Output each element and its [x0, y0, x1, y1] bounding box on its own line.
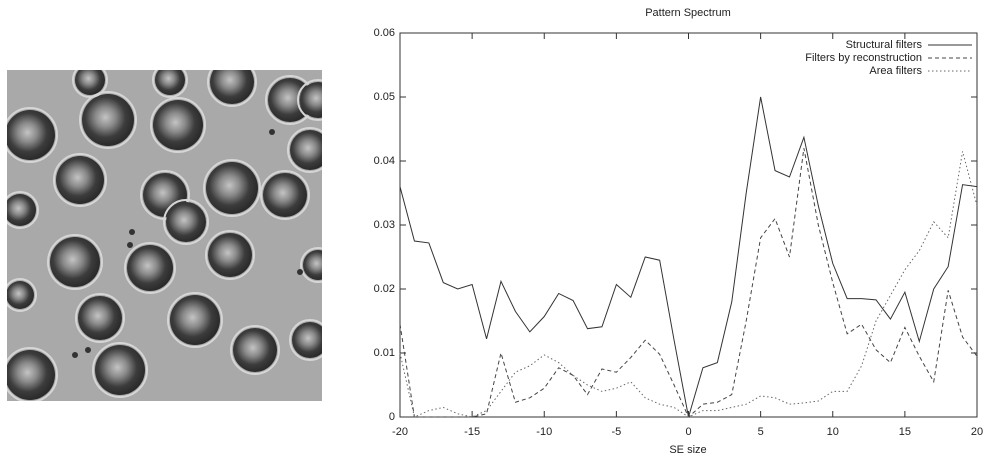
x-tick-label: 10 [827, 426, 839, 438]
y-tick-label: 0.06 [374, 27, 395, 39]
cell [7, 350, 55, 400]
cell [95, 345, 145, 395]
cell-halo [92, 342, 148, 398]
x-tick-label: 15 [899, 426, 911, 438]
y-tick-label: 0.03 [374, 219, 395, 231]
cell [7, 194, 36, 226]
cell [166, 202, 206, 242]
x-tick-label: 0 [685, 426, 691, 438]
y-tick-label: 0 [389, 411, 395, 423]
cell-halo [167, 292, 223, 348]
cell [300, 82, 322, 118]
cell-halo [287, 127, 322, 173]
plot-frame [399, 32, 978, 418]
x-tick-label: -20 [392, 426, 408, 438]
cell-halo [53, 153, 107, 207]
cell-halo [79, 91, 137, 149]
y-tick-label: 0.01 [374, 347, 395, 359]
cell-halo [300, 247, 322, 283]
cell-halo [75, 293, 125, 343]
cell-halo [297, 79, 322, 121]
cell-halo [124, 242, 176, 294]
cell-halo [205, 230, 255, 280]
y-tick-label: 0.05 [374, 91, 395, 103]
cell [78, 296, 122, 340]
particle [269, 129, 275, 135]
chart-title: Pattern Spectrum [645, 7, 731, 19]
cell [210, 70, 254, 104]
cell-halo [150, 97, 206, 153]
cell [206, 162, 258, 214]
cell [208, 233, 252, 277]
cell-halo [72, 70, 108, 98]
cell [153, 100, 203, 150]
particle [85, 347, 91, 353]
legend-label: Area filters [869, 65, 922, 77]
cell-halo [47, 234, 103, 290]
cell [7, 110, 55, 160]
cell [233, 328, 277, 372]
cell [263, 173, 307, 217]
particle [72, 352, 78, 358]
particle [297, 269, 303, 275]
x-tick-label: 5 [758, 426, 764, 438]
cell-halo [163, 199, 209, 245]
cell-halo [289, 319, 322, 361]
legend-label: Filters by reconstruction [805, 52, 922, 64]
particle [127, 242, 133, 248]
y-tick-label: 0.04 [374, 155, 395, 167]
cell [75, 70, 105, 95]
cell [56, 156, 104, 204]
x-tick-label: 20 [971, 426, 983, 438]
cell-halo [7, 191, 39, 229]
cell-image [7, 70, 322, 401]
x-tick-label: -10 [536, 426, 552, 438]
cell [170, 295, 220, 345]
cell [82, 94, 134, 146]
cell-halo [230, 325, 280, 375]
cell-halo [7, 347, 58, 401]
cell [50, 237, 100, 287]
series-line [399, 148, 978, 418]
cell [155, 70, 185, 95]
cell-halo [203, 159, 261, 217]
particle [129, 229, 135, 235]
cell-halo [152, 70, 188, 98]
cell [303, 250, 322, 280]
series-line [399, 96, 978, 418]
y-tick-label: 0.02 [374, 283, 395, 295]
cell [292, 322, 322, 358]
cell-halo [260, 170, 310, 220]
series-line [399, 151, 978, 418]
cell [127, 245, 173, 291]
cell-halo [207, 70, 257, 107]
cell-halo [7, 278, 37, 312]
x-axis-label: SE size [669, 444, 706, 456]
x-tick-label: -15 [464, 426, 480, 438]
cell-halo [7, 107, 58, 163]
cell [290, 130, 322, 170]
x-tick-label: -5 [611, 426, 621, 438]
legend-label: Structural filters [846, 39, 923, 51]
cell [7, 281, 34, 309]
